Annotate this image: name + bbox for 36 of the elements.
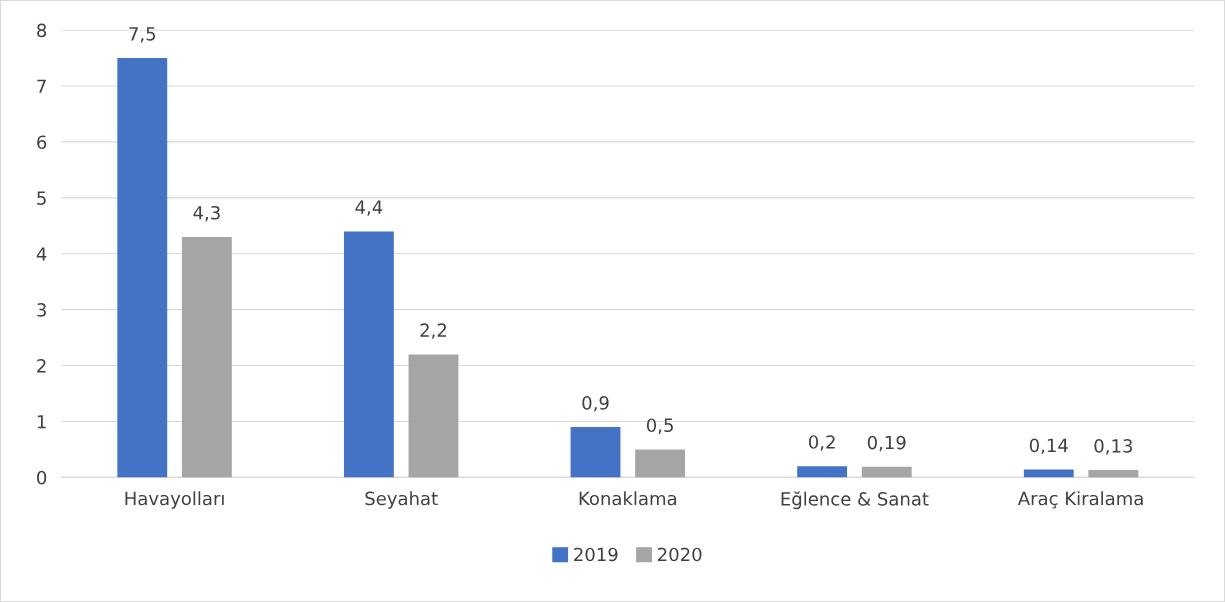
y-tick-label: 0	[37, 470, 47, 485]
bar	[1088, 470, 1139, 478]
x-tick-label: Eğlence & Sanat	[781, 491, 929, 510]
legend-label: 2020	[658, 547, 702, 562]
bar	[117, 58, 168, 478]
y-tick-label: 7	[37, 79, 46, 93]
bar	[408, 354, 459, 478]
data-label: 0,13	[1094, 439, 1133, 455]
y-tick-label: 1	[37, 415, 46, 429]
y-tick-label: 3	[37, 303, 46, 317]
bar	[570, 427, 621, 478]
x-tick-label: Havayolları	[125, 491, 224, 509]
bar	[1023, 469, 1074, 478]
bar	[181, 236, 232, 478]
data-label: 4,4	[355, 200, 383, 216]
x-tick-label: Konaklama	[579, 491, 677, 506]
y-tick-label: 2	[37, 359, 46, 373]
data-label: 0,2	[808, 435, 835, 451]
bar	[797, 466, 848, 478]
data-label: 0,19	[867, 435, 906, 452]
y-tick-label: 6	[37, 135, 47, 150]
data-label: 0,9	[582, 396, 609, 412]
y-tick-label: 5	[37, 191, 46, 205]
x-tick-label: Araç Kiralama	[1017, 491, 1143, 509]
bar	[635, 449, 686, 478]
bar	[861, 466, 912, 478]
data-label: 0,14	[1029, 438, 1068, 455]
bar	[343, 231, 394, 478]
data-label: 7,5	[129, 27, 156, 43]
data-label: 4,3	[193, 205, 220, 222]
legend-label: 2019	[574, 547, 618, 562]
y-tick-label: 4	[36, 247, 47, 261]
data-label: 2,2	[420, 323, 447, 339]
data-label: 0,5	[646, 418, 673, 434]
x-tick-label: Seyahat	[365, 491, 438, 509]
y-tick-label: 8	[37, 23, 47, 38]
